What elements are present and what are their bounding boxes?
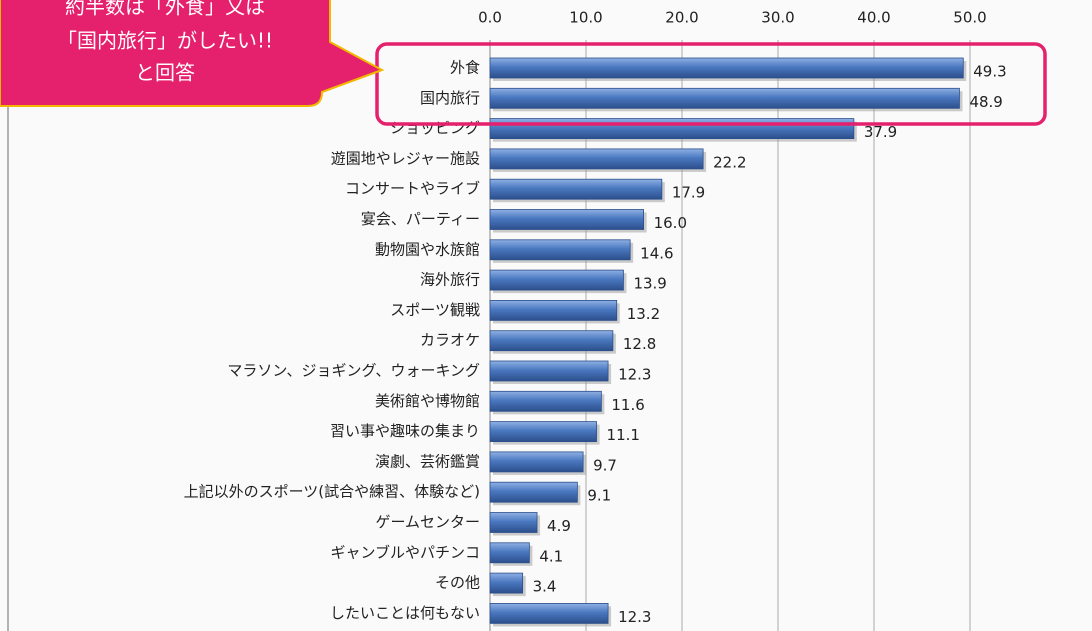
x-tick-label: 20.0 <box>665 9 698 27</box>
y-tick-label: 国内旅行 <box>420 89 480 107</box>
data-label: 12.3 <box>618 366 651 384</box>
data-label: 49.3 <box>973 63 1006 81</box>
bar <box>489 360 609 382</box>
bar <box>489 481 578 503</box>
bar <box>489 421 597 443</box>
y-tick-label: マラソン、ジョギング、ウォーキング <box>227 362 480 380</box>
y-tick-label: コンサートやライブ <box>345 180 480 198</box>
bar <box>489 269 624 291</box>
x-tick-label: 0.0 <box>478 9 502 27</box>
callout-text: 約半数は「外食」又は <box>65 0 265 19</box>
data-label: 3.4 <box>533 578 557 596</box>
data-label: 12.8 <box>623 335 656 353</box>
data-label: 37.9 <box>864 123 897 141</box>
callout-text: と回答 <box>135 61 195 85</box>
y-tick-label: ゲームセンター <box>375 513 480 531</box>
data-label: 16.0 <box>654 214 687 232</box>
bar <box>489 330 614 352</box>
bar <box>489 148 704 170</box>
data-label: 11.1 <box>607 426 640 444</box>
data-label: 12.3 <box>618 608 651 626</box>
x-tick-label: 30.0 <box>761 9 794 27</box>
bar <box>489 299 618 321</box>
x-tick-label: 10.0 <box>569 9 602 27</box>
y-tick-label: カラオケ <box>420 331 480 349</box>
y-tick-label: 演劇、芸術鑑賞 <box>375 452 480 470</box>
data-label: 9.7 <box>593 456 617 474</box>
y-tick-label: 上記以外のスポーツ(試合や練習、体験など) <box>184 483 480 501</box>
bar <box>489 603 609 624</box>
highlight-box <box>375 42 1047 126</box>
data-label: 13.9 <box>633 275 666 293</box>
data-label: 17.9 <box>672 184 705 202</box>
data-label: 11.6 <box>611 396 644 414</box>
bar <box>489 118 855 139</box>
bar <box>489 542 530 564</box>
data-label: 4.9 <box>547 517 571 535</box>
bar <box>489 87 960 109</box>
y-tick-label: 習い事や趣味の集まり <box>330 422 480 440</box>
data-label: 4.1 <box>539 547 563 565</box>
y-tick-label: 宴会、パーティー <box>361 210 480 228</box>
bar <box>489 209 645 230</box>
x-tick-label: 40.0 <box>857 9 890 27</box>
bar <box>489 390 602 412</box>
y-tick-label: その他 <box>435 574 480 592</box>
data-label: 14.6 <box>640 244 673 262</box>
y-tick-label: 動物園や水族館 <box>375 240 480 258</box>
bar <box>489 451 584 473</box>
y-tick-label: スポーツ観戦 <box>390 301 480 319</box>
y-tick-label: 美術館や博物館 <box>375 392 480 410</box>
y-tick-label: したいことは何もない <box>330 604 480 622</box>
bar <box>489 178 663 200</box>
y-tick-label: ギャンブルやパチンコ <box>330 543 480 561</box>
callout <box>0 0 385 107</box>
bar <box>489 572 524 594</box>
bar <box>489 512 538 533</box>
x-tick-label: 50.0 <box>953 9 986 27</box>
bar <box>489 57 964 79</box>
y-tick-label: ショッピング <box>390 119 480 137</box>
y-tick-label: 海外旅行 <box>420 271 480 289</box>
callout-text: 「国内旅行」がしたい!! <box>57 29 273 53</box>
y-tick-label: 外食 <box>450 59 480 77</box>
data-label: 13.2 <box>627 305 660 323</box>
data-label: 9.1 <box>587 487 611 505</box>
data-label: 48.9 <box>969 93 1002 111</box>
data-label: 22.2 <box>713 153 746 171</box>
bar <box>489 239 631 261</box>
y-tick-label: 遊園地やレジャー施設 <box>331 149 480 167</box>
